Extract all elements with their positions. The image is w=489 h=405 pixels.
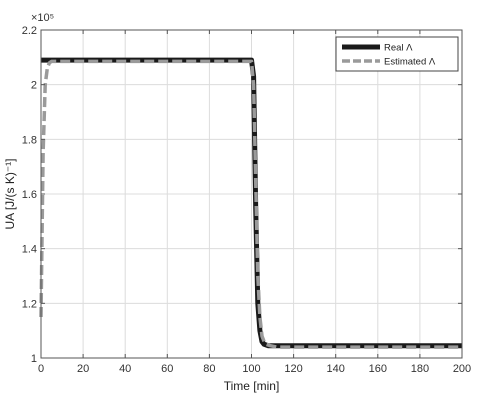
- y-tick-label: 1.6: [22, 189, 37, 201]
- y-exponent-label: ×10⁵: [31, 12, 54, 24]
- x-tick-label: 40: [119, 363, 131, 375]
- tick-labels: 0 20 40 60 80 100 120 140 160 180 200 1 1.2 1.4 1.6 1.8…: [22, 25, 471, 375]
- y-tick-label: 1.8: [22, 134, 37, 146]
- x-tick-label: 140: [327, 363, 345, 375]
- tick-marks: [40, 29, 463, 359]
- x-tick-label: 160: [369, 363, 387, 375]
- x-tick-label: 200: [453, 363, 471, 375]
- x-tick-label: 100: [242, 363, 260, 375]
- y-tick-label: 1.4: [22, 244, 37, 256]
- legend-label: Real Λ: [384, 43, 413, 54]
- y-tick-label: 2.2: [22, 25, 37, 37]
- x-tick-label: 20: [77, 363, 89, 375]
- x-tick-label: 120: [284, 363, 302, 375]
- legend-label: Estimated Λ: [384, 57, 436, 68]
- series-layer: [39, 57, 462, 349]
- y-tick-label: 2: [31, 80, 37, 92]
- x-axis-label: Time [min]: [224, 379, 280, 393]
- x-tick-label: 60: [161, 363, 173, 375]
- legend-box: [335, 36, 459, 72]
- y-axis-label: UA [J/(s K)⁻¹]: [3, 158, 17, 229]
- x-tick-label: 180: [411, 363, 429, 375]
- x-tick-label: 80: [203, 363, 215, 375]
- x-tick-label: 0: [38, 363, 44, 375]
- legend: Real Λ Estimated Λ: [335, 36, 459, 72]
- y-tick-label: 1.2: [22, 298, 37, 310]
- y-tick-label: 1: [31, 353, 37, 365]
- series-line-2: [39, 59, 462, 349]
